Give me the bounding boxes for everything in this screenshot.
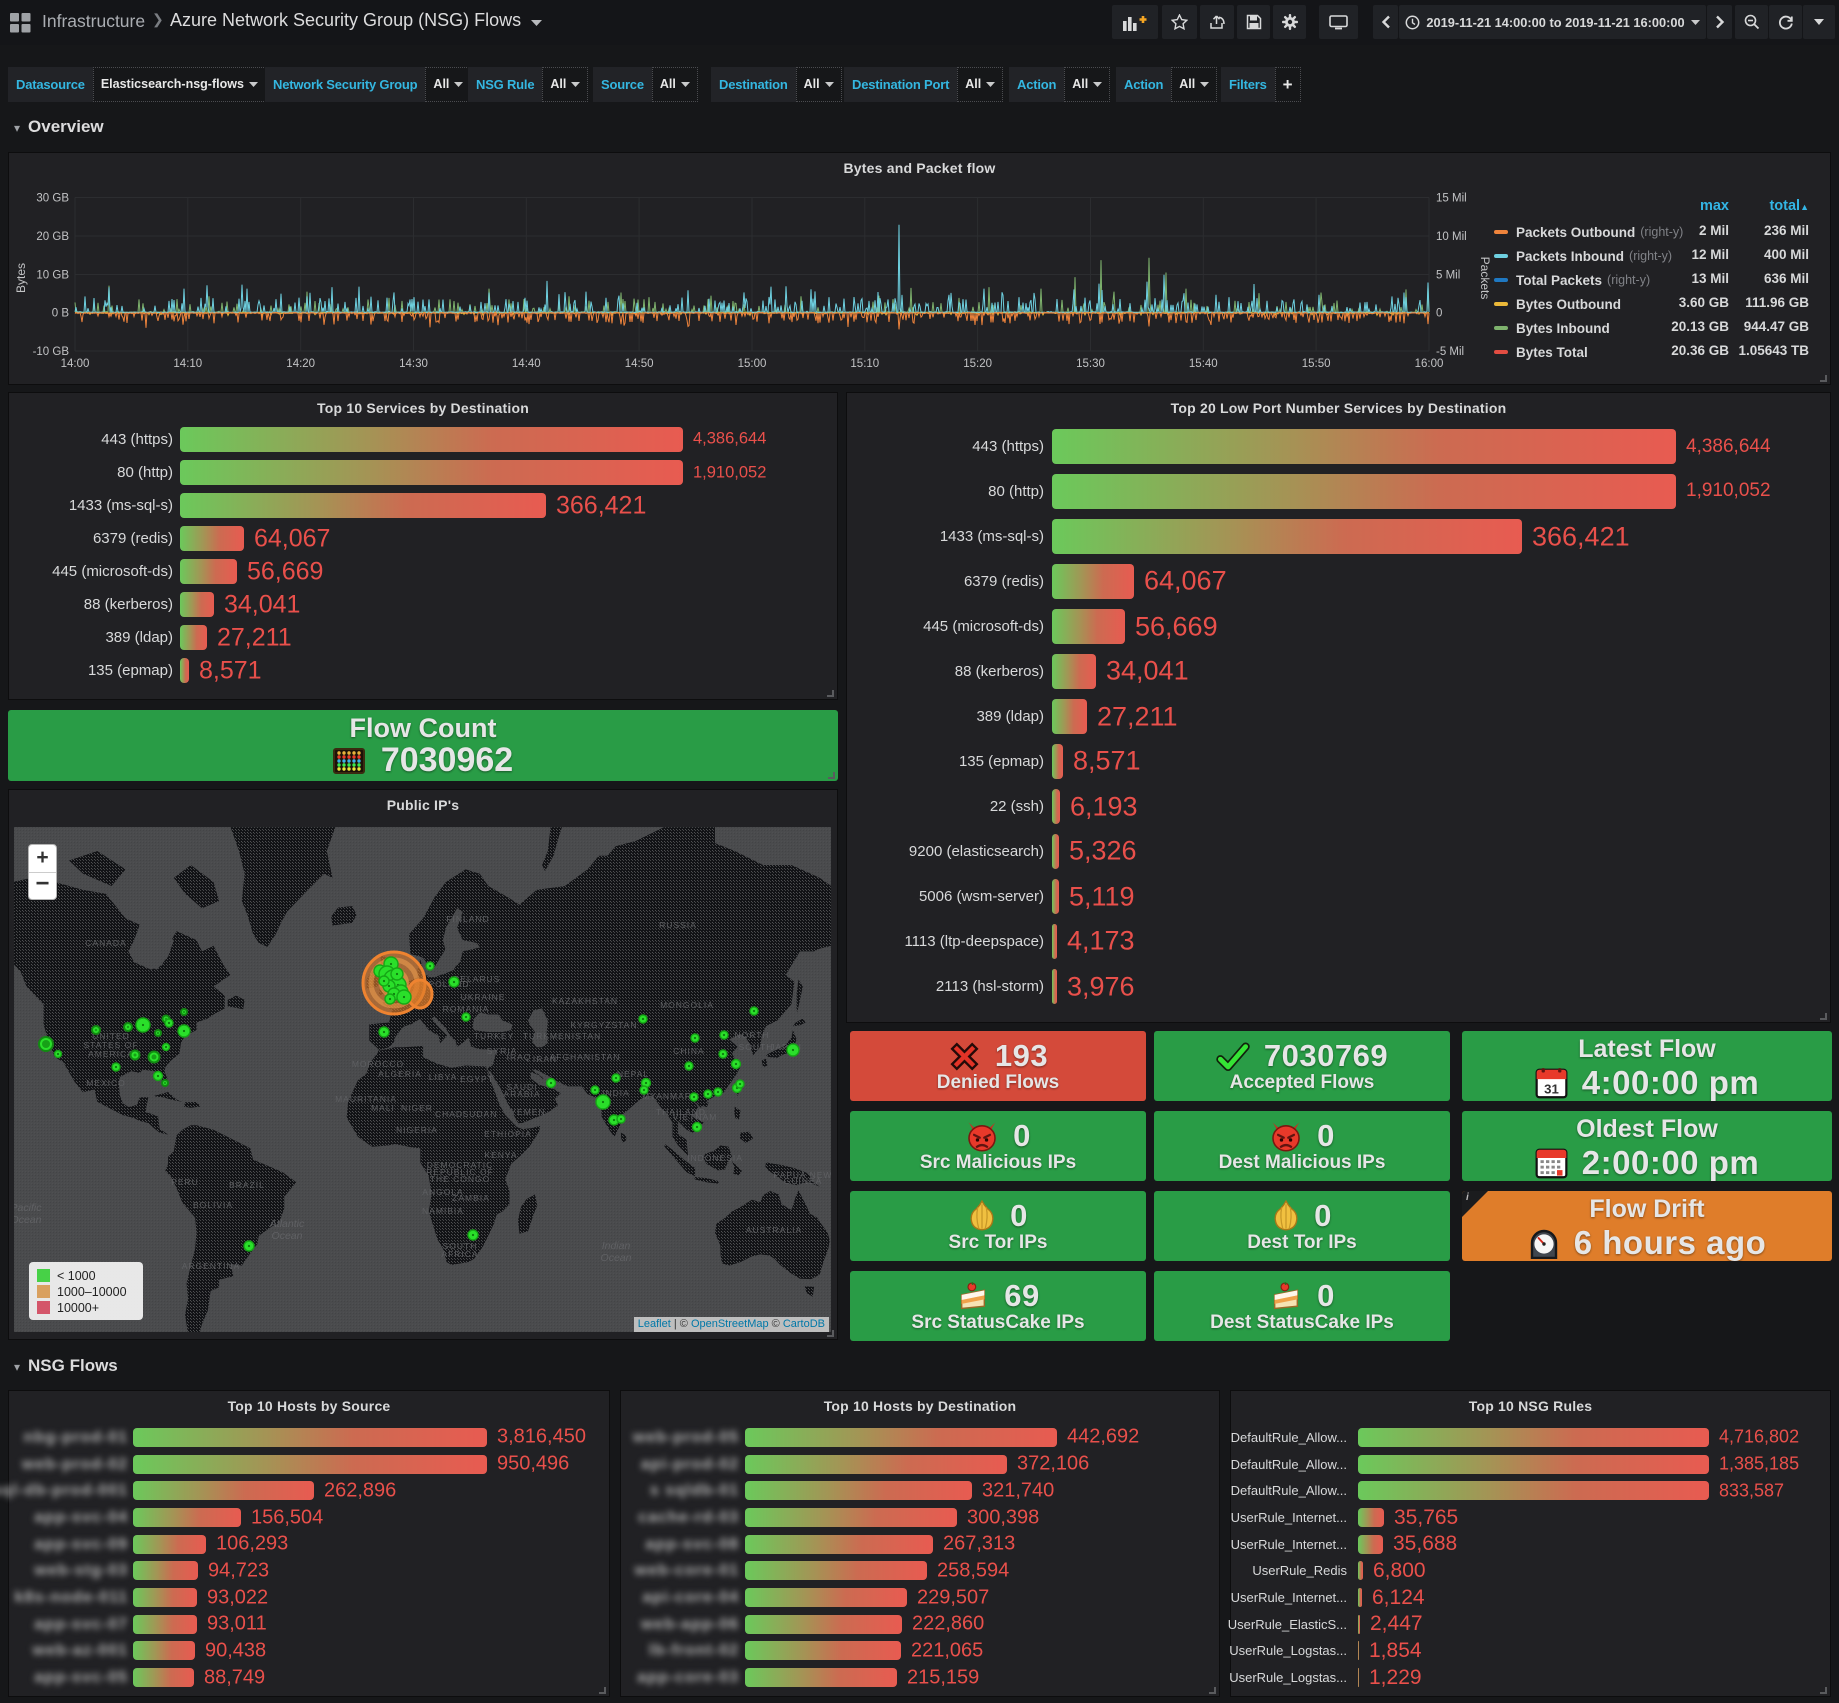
svg-text:NIGER: NIGER	[401, 1103, 433, 1113]
svg-text:SOUTH: SOUTH	[739, 1042, 774, 1052]
svg-text:RUSSIA: RUSSIA	[659, 920, 697, 930]
svg-text:JAPAN: JAPAN	[770, 1042, 802, 1052]
svg-text:Atlantic: Atlantic	[269, 1218, 305, 1230]
svg-text:Ocean: Ocean	[601, 1252, 632, 1264]
svg-text:16:00: 16:00	[1415, 358, 1444, 370]
svg-text:NIGERIA: NIGERIA	[396, 1125, 438, 1135]
svg-text:CANADA: CANADA	[85, 938, 126, 948]
svg-text:31: 31	[1544, 1081, 1559, 1096]
svg-text:POLAND: POLAND	[429, 979, 470, 989]
svg-text:15:00: 15:00	[738, 358, 767, 370]
svg-text:MYANMAR: MYANMAR	[642, 1091, 692, 1101]
svg-text:0 B: 0 B	[52, 308, 70, 320]
svg-text:Ocean: Ocean	[272, 1230, 303, 1242]
svg-text:IRAQ: IRAQ	[507, 1052, 532, 1062]
svg-text:-10 GB: -10 GB	[33, 346, 70, 358]
svg-text:GUINEA: GUINEA	[784, 1176, 823, 1186]
svg-text:SUDAN: SUDAN	[463, 1109, 498, 1119]
svg-text:TURKEY: TURKEY	[474, 1031, 514, 1041]
svg-text:KAZAKHSTAN: KAZAKHSTAN	[552, 996, 618, 1006]
svg-text:MAURITANIA: MAURITANIA	[335, 1094, 397, 1104]
svg-text:UKRAINE: UKRAINE	[461, 992, 506, 1002]
svg-text:UNITED: UNITED	[92, 1031, 130, 1041]
svg-text:TURKMENISTAN: TURKMENISTAN	[523, 1031, 601, 1041]
svg-text:15:40: 15:40	[1189, 358, 1218, 370]
svg-text:VIETNAM: VIETNAM	[673, 1112, 718, 1122]
svg-text:Indian: Indian	[602, 1240, 631, 1252]
svg-text:NORTH: NORTH	[734, 1030, 769, 1040]
svg-text:BELARUS: BELARUS	[454, 974, 501, 984]
svg-text:MOROCCO: MOROCCO	[352, 1059, 404, 1069]
svg-text:14:10: 14:10	[173, 358, 202, 370]
svg-text:-5 Mil: -5 Mil	[1436, 346, 1464, 358]
svg-text:ROMANIA: ROMANIA	[443, 1004, 490, 1014]
svg-text:IRAN: IRAN	[533, 1054, 557, 1064]
svg-text:INDIA: INDIA	[602, 1088, 630, 1098]
svg-text:EGYPT: EGYPT	[460, 1074, 494, 1084]
svg-text:AFGHANISTAN: AFGHANISTAN	[550, 1052, 621, 1062]
svg-text:Pacific: Pacific	[14, 1202, 42, 1214]
svg-text:15:50: 15:50	[1302, 358, 1331, 370]
svg-text:FINLAND: FINLAND	[446, 914, 489, 924]
svg-text:THE CONGO: THE CONGO	[430, 1174, 490, 1184]
svg-text:ARABIA: ARABIA	[503, 1089, 540, 1099]
svg-text:MALI: MALI	[371, 1103, 395, 1113]
svg-text:AFRICA: AFRICA	[441, 1249, 478, 1259]
svg-text:KYRGYZSTAN: KYRGYZSTAN	[571, 1020, 638, 1030]
svg-text:CHINA: CHINA	[673, 1046, 704, 1056]
svg-text:DEMOCRATIC: DEMOCRATIC	[427, 1160, 494, 1170]
svg-text:LIBYA: LIBYA	[429, 1072, 457, 1082]
svg-text:BRAZIL: BRAZIL	[229, 1180, 265, 1190]
svg-text:MONGOLIA: MONGOLIA	[660, 1000, 714, 1010]
svg-text:SYRIA: SYRIA	[487, 1046, 518, 1056]
svg-text:MEXICO: MEXICO	[86, 1078, 126, 1088]
svg-text:SAUDI: SAUDI	[507, 1082, 538, 1092]
svg-text:PAPUA NEW: PAPUA NEW	[774, 1170, 831, 1180]
svg-text:KENYA: KENYA	[484, 1150, 517, 1160]
svg-text:14:00: 14:00	[61, 358, 90, 370]
svg-text:AMERICA: AMERICA	[88, 1049, 134, 1059]
svg-text:Ocean: Ocean	[14, 1214, 42, 1226]
svg-text:ETHIOPIA: ETHIOPIA	[484, 1129, 532, 1139]
svg-text:THAILAND: THAILAND	[656, 1107, 706, 1117]
svg-text:Packets: Packets	[1478, 257, 1492, 300]
svg-text:15:20: 15:20	[963, 358, 992, 370]
svg-text:BOLIVIA: BOLIVIA	[193, 1200, 233, 1210]
svg-text:YEMEN: YEMEN	[510, 1107, 545, 1117]
svg-text:0: 0	[1436, 308, 1442, 320]
svg-text:STATES OF: STATES OF	[84, 1040, 139, 1050]
svg-text:15 Mil: 15 Mil	[1436, 193, 1467, 205]
svg-text:ZAMBIA: ZAMBIA	[452, 1193, 490, 1203]
svg-text:CHAD: CHAD	[435, 1109, 463, 1119]
svg-text:SOUTH: SOUTH	[443, 1241, 478, 1251]
svg-text:5 Mil: 5 Mil	[1436, 270, 1460, 282]
svg-text:Bytes: Bytes	[14, 263, 28, 293]
svg-text:14:50: 14:50	[625, 358, 654, 370]
svg-text:14:30: 14:30	[399, 358, 428, 370]
svg-text:PERU: PERU	[171, 1177, 199, 1187]
svg-text:REPUBLIC OF: REPUBLIC OF	[426, 1167, 494, 1177]
svg-text:AUSTRALIA: AUSTRALIA	[746, 1225, 802, 1235]
svg-text:14:40: 14:40	[512, 358, 541, 370]
svg-text:20 GB: 20 GB	[36, 231, 69, 243]
svg-text:ARGENTINA: ARGENTINA	[182, 1261, 241, 1271]
svg-text:15:10: 15:10	[850, 358, 879, 370]
svg-text:ALGERIA: ALGERIA	[378, 1069, 422, 1079]
svg-text:10 GB: 10 GB	[36, 270, 69, 282]
svg-text:ANGOLA: ANGOLA	[422, 1187, 463, 1197]
svg-text:30 GB: 30 GB	[36, 193, 69, 205]
svg-text:NEPAL: NEPAL	[617, 1069, 649, 1079]
svg-text:INDONESIA: INDONESIA	[687, 1153, 743, 1163]
svg-text:14:20: 14:20	[286, 358, 315, 370]
svg-text:10 Mil: 10 Mil	[1436, 231, 1467, 243]
svg-text:15:30: 15:30	[1076, 358, 1105, 370]
svg-text:NAMIBIA: NAMIBIA	[422, 1206, 464, 1216]
